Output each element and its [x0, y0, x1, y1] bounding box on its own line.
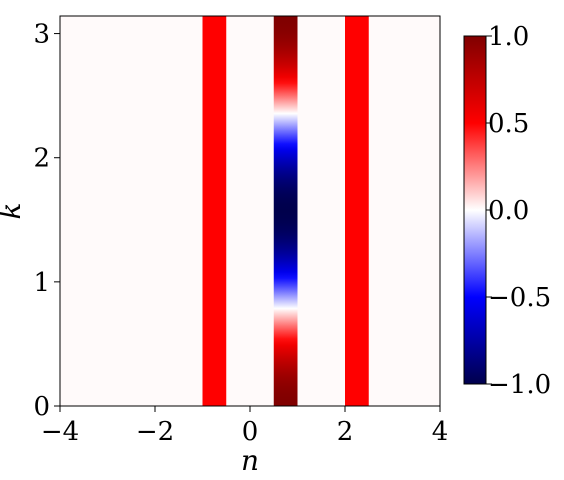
colorbar-tick-label: −1.0 [488, 370, 551, 400]
y-tick-label: 1 [33, 268, 50, 298]
x-tick-label: −2 [136, 417, 174, 447]
plot-area [59, 15, 441, 407]
x-axis-label: n [241, 444, 259, 477]
y-tick-label: 0 [33, 392, 50, 422]
y-tick-label: 2 [33, 144, 50, 174]
heatmap-background [60, 16, 440, 406]
x-tick-label: 0 [242, 417, 259, 447]
colorbar-tick-label: −0.5 [488, 283, 551, 313]
varying-band [273, 16, 298, 406]
colorbar: −1.0 −0.5 0.0 0.5 1.0 [463, 22, 551, 400]
constant-band-1 [202, 16, 227, 406]
x-axis: −4 −2 0 2 4 [41, 406, 448, 447]
colorbar-tick-label: 0.0 [488, 196, 529, 226]
colorbar-tick-label: 0.5 [488, 109, 529, 139]
constant-band-2 [345, 16, 369, 406]
x-tick-label: −4 [41, 417, 79, 447]
x-tick-label: 4 [432, 417, 449, 447]
y-tick-label: 3 [33, 20, 50, 50]
x-tick-label: 2 [337, 417, 354, 447]
y-axis: 0 1 2 3 [33, 20, 60, 422]
colorbar-tick-label: 1.0 [488, 22, 529, 52]
colorbar-gradient-bar [463, 35, 487, 385]
y-axis-label: k [0, 203, 27, 220]
